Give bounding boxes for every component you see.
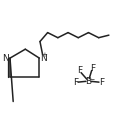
Text: F: F [77,66,82,75]
Text: −: − [89,76,94,81]
Text: F: F [90,64,95,73]
Text: F: F [99,78,104,87]
Text: N: N [2,54,9,63]
Text: +: + [42,52,48,58]
Text: F: F [73,78,78,87]
Text: N: N [40,54,47,63]
Text: B: B [85,77,92,86]
